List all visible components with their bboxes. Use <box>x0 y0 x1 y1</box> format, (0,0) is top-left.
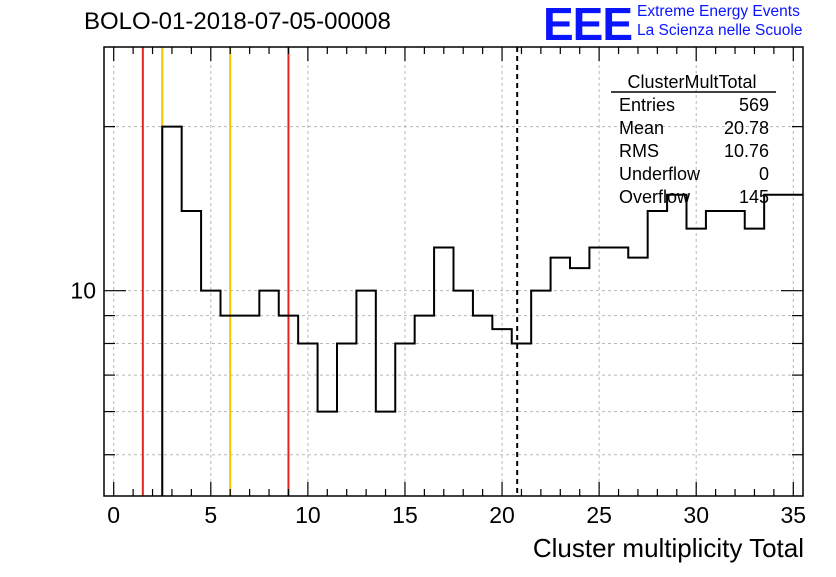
histogram-bin <box>201 291 220 496</box>
histogram-bin <box>725 211 744 496</box>
stats-row-value: 0 <box>759 164 769 184</box>
histogram-bin <box>454 291 473 496</box>
histogram-bin <box>415 316 434 496</box>
histogram-bin <box>162 127 181 496</box>
stats-box-title: ClusterMultTotal <box>627 72 756 92</box>
stats-row-value: 10.76 <box>724 141 769 161</box>
histogram-bin <box>512 343 531 496</box>
stats-row-value: 145 <box>739 187 769 207</box>
plot-frame <box>103 46 804 497</box>
plot-title: BOLO-01-2018-07-05-00008 <box>84 8 391 35</box>
histogram-bin <box>356 291 375 496</box>
stats-row-value: 20.78 <box>724 118 769 138</box>
x-tick-label: 20 <box>489 502 515 528</box>
stats-row-label: Overflow <box>619 187 691 207</box>
x-tick-label: 35 <box>780 502 806 528</box>
x-tick-label: 10 <box>295 502 321 528</box>
histogram-bin <box>764 195 783 496</box>
histogram-bin <box>570 268 589 496</box>
histogram-bin <box>628 258 647 496</box>
stats-box: ClusterMultTotal Entries 569 Mean 20.78 RMS 1… <box>611 72 776 207</box>
stats-row-label: Entries <box>619 95 675 115</box>
x-tick-label: 25 <box>586 502 612 528</box>
histogram-bin <box>337 343 356 496</box>
x-tick-label: 30 <box>683 502 709 528</box>
x-axis-label: Cluster multiplicity Total <box>532 533 804 563</box>
eee-logo: EEE <box>543 0 633 50</box>
stats-row-label: Mean <box>619 118 664 138</box>
stats-row-label: Underflow <box>619 164 701 184</box>
x-tick-label: 0 <box>107 502 120 528</box>
marker-lines <box>141 47 783 496</box>
histogram-bin <box>706 211 725 496</box>
histogram-bin <box>648 211 667 496</box>
logo-line-1: Extreme Energy Events <box>637 3 800 20</box>
stats-row-label: RMS <box>619 141 659 161</box>
histogram-bin <box>745 229 764 496</box>
histogram-bin <box>259 291 278 496</box>
y-tick-label: 10 <box>70 278 96 304</box>
histogram-bin <box>531 291 550 496</box>
histogram-bin <box>240 316 259 496</box>
histogram-bin <box>376 412 395 496</box>
axis-ticks: 0 5 10 15 20 25 30 35 10 <box>70 47 806 528</box>
histogram-bin <box>667 195 686 496</box>
histogram-outline <box>161 125 803 496</box>
histogram-bin <box>551 258 570 496</box>
x-tick-label: 5 <box>204 502 217 528</box>
histogram-bin <box>318 412 337 496</box>
logo-line-2: La Scienza nelle Scuole <box>637 22 803 39</box>
histogram-bin <box>473 316 492 496</box>
histogram-bin <box>609 248 628 496</box>
histogram-bin <box>434 248 453 496</box>
histogram-bin <box>182 211 201 496</box>
x-tick-label: 15 <box>392 502 418 528</box>
stats-row-value: 569 <box>739 95 769 115</box>
